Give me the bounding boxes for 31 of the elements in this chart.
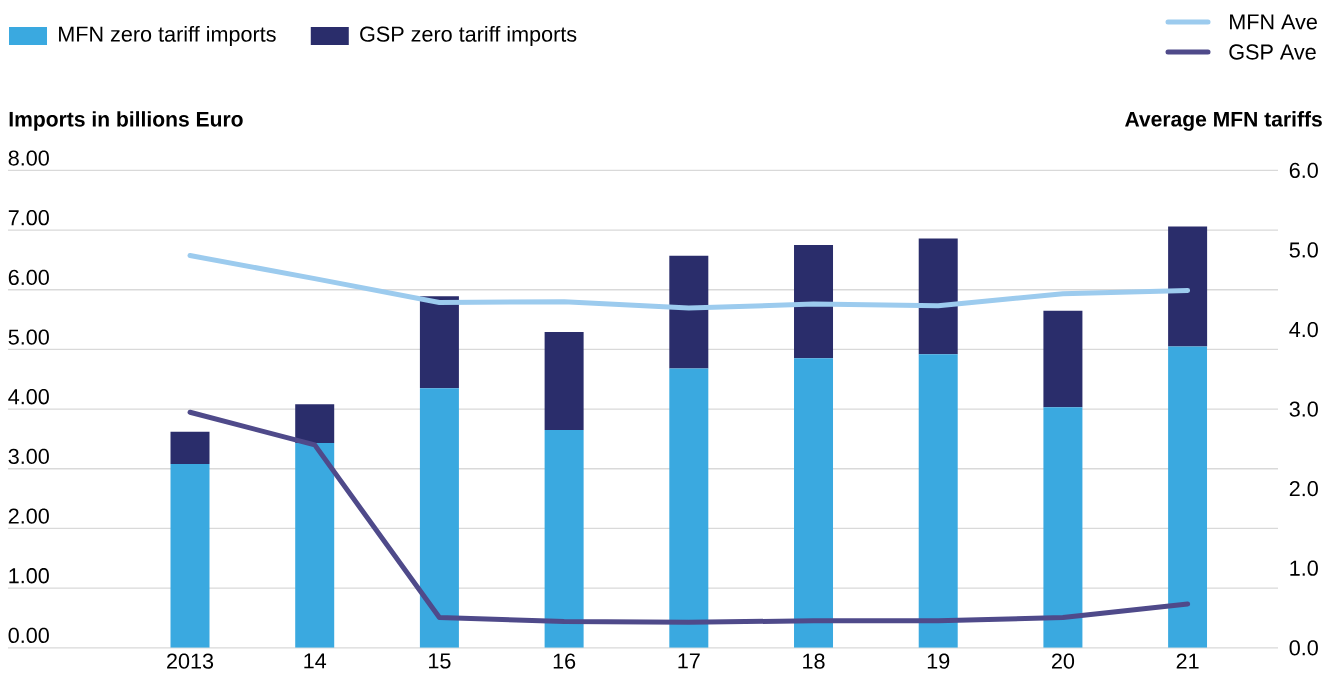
x-tick-label: 17 [678, 653, 700, 669]
legend-label: MFN zero tariff imports [59, 25, 276, 47]
y2-tick-label: 0.0 [1289, 640, 1318, 656]
y-tick-label: 5.00 [8, 329, 49, 345]
x-tick-label: 20 [1051, 653, 1075, 669]
y-tick-label: 3.00 [8, 448, 49, 465]
x-tick-label: 2013 [167, 653, 214, 669]
x-tick-label: 15 [429, 653, 451, 669]
y-tick-label: 4.00 [8, 389, 49, 405]
x-tick-label: 21 [1176, 653, 1199, 669]
legend-label: MFN Ave [1230, 14, 1317, 30]
y2-axis-title: Average MFN tariffs [1125, 111, 1322, 131]
legend-label: GSP Ave [1229, 44, 1316, 60]
x-tick-label: 14 [304, 653, 327, 669]
y2-tick-label: 6.0 [1289, 162, 1318, 179]
y-tick-label: 7.00 [8, 210, 49, 226]
y2-tick-label: 3.0 [1289, 401, 1318, 417]
y-tick-label: 1.00 [9, 568, 49, 584]
y-tick-label: 0.00 [8, 627, 49, 644]
y2-tick-label: 1.0 [1290, 560, 1318, 576]
x-tick-label: 19 [927, 653, 950, 669]
y2-tick-label: 2.0 [1289, 481, 1318, 497]
y-tick-label: 6.00 [8, 269, 49, 286]
legend-label: GSP zero tariff imports [360, 25, 577, 47]
y-tick-label: 8.00 [8, 150, 49, 166]
x-tick-label: 18 [803, 653, 825, 669]
y2-tick-label: 5.0 [1289, 242, 1318, 258]
y-axis-title: Imports in billions Euro [9, 111, 243, 131]
y-tick-label: 2.00 [8, 508, 49, 524]
y2-tick-label: 4.0 [1289, 321, 1318, 338]
x-tick-label: 16 [553, 653, 576, 669]
